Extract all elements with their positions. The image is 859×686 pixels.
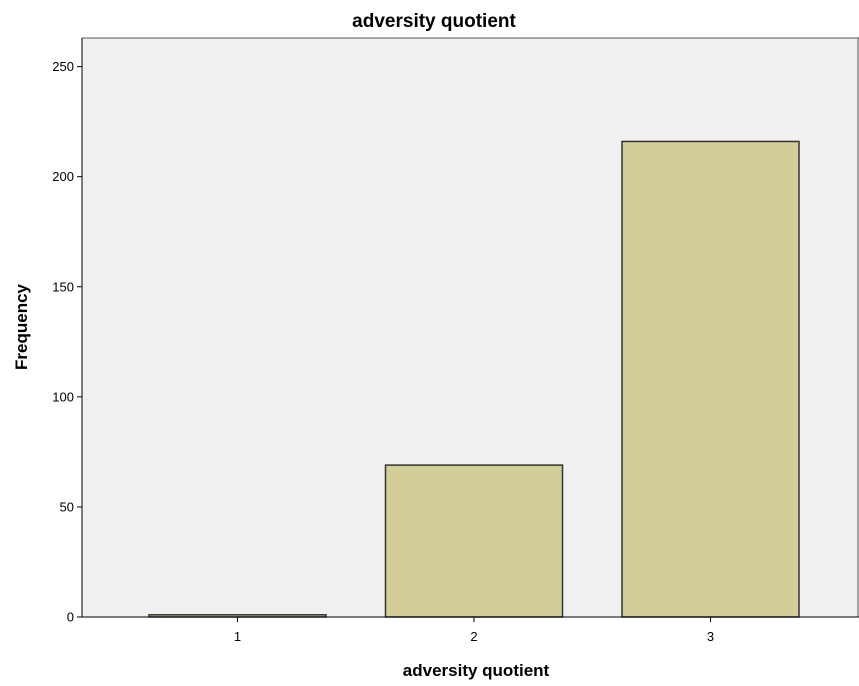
x-tick-label-1: 1 (234, 629, 241, 644)
y-axis-label: Frequency (12, 283, 31, 370)
y-tick-label-0: 0 (67, 610, 74, 625)
chart-title: adversity quotient (352, 11, 516, 32)
y-tick-label-200: 200 (52, 169, 74, 184)
y-tick-label-150: 150 (52, 279, 74, 294)
y-tick-label-50: 50 (60, 499, 74, 514)
y-axis-ticks: 0 50 100 150 200 250 (52, 59, 82, 625)
y-tick-label-250: 250 (52, 59, 74, 74)
x-tick-label-2: 2 (470, 629, 477, 644)
bars-group (148, 140, 800, 618)
x-axis-ticks: 1 2 3 (234, 617, 714, 644)
bar-2 (384, 464, 564, 618)
x-axis-label: adversity quotient (403, 661, 550, 680)
x-tick-label-3: 3 (707, 629, 714, 644)
bar-3 (621, 140, 800, 618)
y-tick-label-100: 100 (52, 389, 74, 404)
